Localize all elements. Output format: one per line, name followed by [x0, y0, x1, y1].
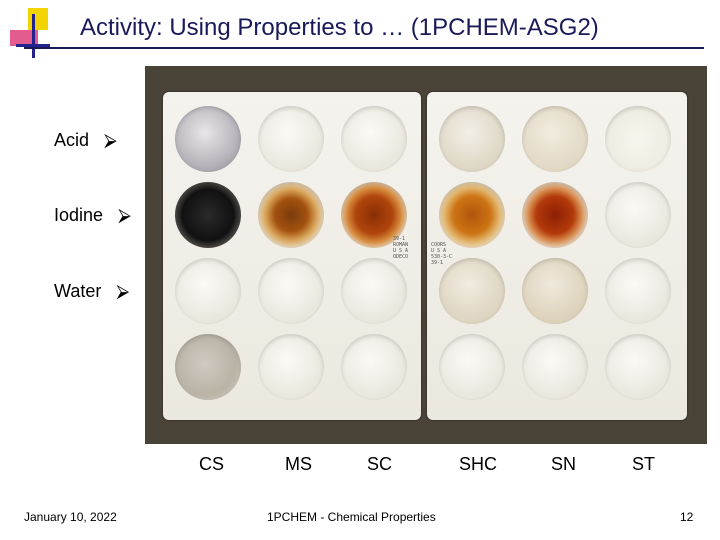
well-iodine-shc — [439, 182, 505, 248]
well-empty-5 — [522, 334, 588, 400]
column-label-cs: CS — [199, 454, 225, 474]
well-water-sc — [341, 258, 407, 324]
bullet-arrow-icon: ⮚ — [118, 205, 131, 225]
well-water-shc — [439, 258, 505, 324]
well-empty-1 — [175, 334, 241, 400]
column-label-shc: SHC — [459, 454, 498, 474]
well-empty-4 — [439, 334, 505, 400]
spot-plate-photo: 39-1 ROMAN U S A ODECO COORS U S A 530-3… — [145, 66, 707, 444]
well-acid-sn — [522, 106, 588, 172]
well-water-sn — [522, 258, 588, 324]
row-label-text: Water — [54, 281, 102, 301]
footer-title: 1PCHEM - Chemical Properties — [267, 510, 436, 524]
slide-logo-icon — [10, 8, 50, 58]
slide-title: Activity: Using Properties to … (1PCHEM-… — [80, 14, 599, 41]
page-number: 12 — [680, 510, 694, 524]
well-empty-2 — [258, 334, 324, 400]
column-label-sc: SC — [367, 454, 393, 474]
bullet-arrow-icon: ⮚ — [116, 281, 130, 301]
row-label-iodine: Iodine ⮚ — [54, 205, 131, 226]
column-label-sn: SN — [551, 454, 577, 474]
well-iodine-sc — [341, 182, 407, 248]
well-empty-6 — [605, 334, 671, 400]
well-acid-ms — [258, 106, 324, 172]
well-acid-shc — [439, 106, 505, 172]
well-water-st — [605, 258, 671, 324]
well-iodine-cs — [175, 182, 241, 248]
well-water-ms — [258, 258, 324, 324]
well-water-cs — [175, 258, 241, 324]
title-divider — [24, 47, 704, 49]
well-iodine-st — [605, 182, 671, 248]
column-label-ms: MS — [285, 454, 312, 474]
tray-marking-left: 39-1 ROMAN U S A ODECO — [393, 236, 409, 260]
right-spot-plate: COORS U S A 530-3-C 39-1 — [427, 92, 687, 420]
well-iodine-ms — [258, 182, 324, 248]
row-label-text: Acid — [54, 130, 90, 150]
well-empty-3 — [341, 334, 407, 400]
left-spot-plate: 39-1 ROMAN U S A ODECO — [163, 92, 421, 420]
footer-date: January 10, 2022 — [24, 510, 117, 524]
well-acid-sc — [341, 106, 407, 172]
bullet-arrow-icon: ⮚ — [104, 130, 117, 150]
tray-marking-right: COORS U S A 530-3-C 39-1 — [431, 242, 453, 266]
well-acid-cs — [175, 106, 241, 172]
well-iodine-sn — [522, 182, 588, 248]
row-label-water: Water ⮚ — [54, 281, 129, 302]
row-label-acid: Acid ⮚ — [54, 130, 117, 151]
column-label-st: ST — [632, 454, 656, 474]
well-acid-st — [605, 106, 671, 172]
row-label-text: Iodine — [54, 205, 104, 225]
